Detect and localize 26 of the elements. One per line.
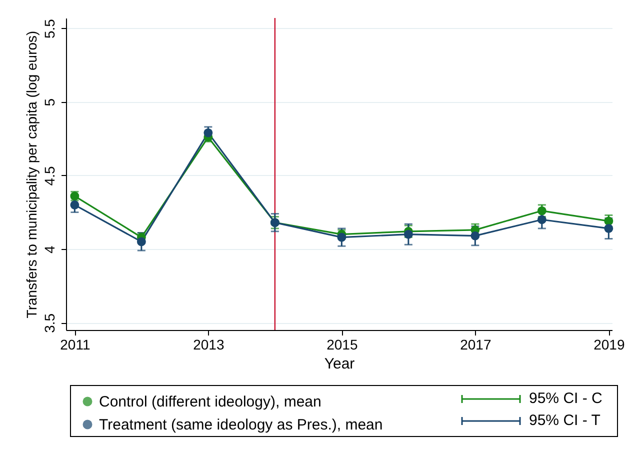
legend-label: Control (different ideology), mean xyxy=(99,394,322,410)
x-tick-label: 2013 xyxy=(193,336,224,352)
legend-label: Treatment (same ideology as Pres.), mean xyxy=(99,416,383,434)
x-axis-title: Year xyxy=(324,356,355,372)
point xyxy=(404,230,413,239)
point xyxy=(136,237,146,246)
y-tick-label: 5 xyxy=(42,98,58,106)
point xyxy=(70,200,80,210)
point xyxy=(604,224,614,233)
y-tick-label: 3.5 xyxy=(42,313,58,333)
x-tick-label: 2019 xyxy=(594,336,625,352)
x-tick-label: 2015 xyxy=(326,336,358,352)
y-tick-label: 4 xyxy=(42,245,58,254)
point xyxy=(537,215,546,224)
point xyxy=(604,216,614,226)
x-tick-label: 2017 xyxy=(460,336,492,352)
x-tick-label: 2011 xyxy=(60,336,90,352)
point xyxy=(537,206,546,216)
y-axis-title: Transfers to municipality per capita (log euros) xyxy=(24,30,40,318)
y-tick-label: 4.5 xyxy=(42,166,58,186)
text: 95% CI - C xyxy=(529,390,602,407)
text: 95% CI - T xyxy=(529,412,600,429)
point xyxy=(204,128,213,138)
point xyxy=(470,231,480,240)
point xyxy=(337,232,346,242)
y-tick-label: 5.5 xyxy=(42,18,58,39)
